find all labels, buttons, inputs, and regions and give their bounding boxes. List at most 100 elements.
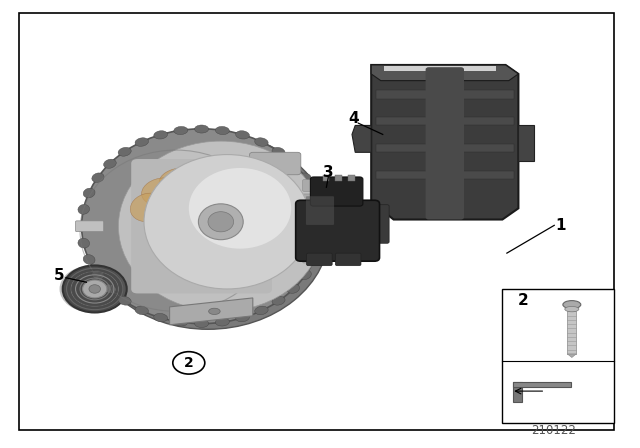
Ellipse shape — [83, 280, 107, 298]
Polygon shape — [371, 65, 518, 81]
FancyBboxPatch shape — [323, 175, 329, 181]
Ellipse shape — [83, 254, 95, 264]
FancyBboxPatch shape — [306, 196, 334, 225]
FancyBboxPatch shape — [426, 67, 464, 220]
Ellipse shape — [204, 168, 244, 194]
Ellipse shape — [154, 314, 168, 322]
Ellipse shape — [287, 159, 300, 168]
Ellipse shape — [255, 138, 268, 146]
Ellipse shape — [144, 155, 310, 289]
FancyBboxPatch shape — [335, 253, 361, 266]
Text: 1: 1 — [556, 218, 566, 233]
Polygon shape — [384, 66, 496, 71]
FancyBboxPatch shape — [303, 180, 321, 191]
Ellipse shape — [216, 126, 229, 134]
Text: 4: 4 — [349, 111, 359, 126]
FancyBboxPatch shape — [335, 175, 342, 181]
Ellipse shape — [76, 221, 88, 231]
Ellipse shape — [159, 168, 200, 194]
Ellipse shape — [208, 211, 234, 232]
Ellipse shape — [236, 314, 250, 322]
FancyBboxPatch shape — [376, 90, 514, 99]
Ellipse shape — [216, 318, 229, 326]
Ellipse shape — [174, 318, 188, 326]
Ellipse shape — [82, 129, 322, 323]
Ellipse shape — [118, 147, 131, 156]
Ellipse shape — [141, 178, 180, 205]
Ellipse shape — [92, 270, 104, 280]
Ellipse shape — [195, 125, 209, 133]
Ellipse shape — [83, 188, 95, 198]
Circle shape — [173, 352, 205, 374]
Ellipse shape — [118, 296, 131, 305]
Ellipse shape — [287, 284, 300, 293]
Text: 5: 5 — [54, 268, 65, 283]
Text: 3: 3 — [323, 165, 333, 180]
FancyBboxPatch shape — [303, 194, 321, 206]
Ellipse shape — [135, 138, 148, 146]
Ellipse shape — [198, 204, 243, 240]
Ellipse shape — [299, 270, 311, 280]
FancyBboxPatch shape — [310, 177, 363, 206]
Text: 210122: 210122 — [531, 424, 576, 438]
Ellipse shape — [272, 147, 285, 156]
Ellipse shape — [195, 319, 209, 327]
Ellipse shape — [63, 265, 127, 313]
Text: 2: 2 — [184, 356, 194, 370]
FancyBboxPatch shape — [568, 311, 577, 354]
Ellipse shape — [565, 306, 579, 312]
FancyBboxPatch shape — [131, 159, 272, 293]
Polygon shape — [513, 382, 522, 402]
Ellipse shape — [131, 193, 166, 222]
Ellipse shape — [255, 306, 268, 314]
Ellipse shape — [89, 285, 100, 293]
Ellipse shape — [174, 126, 188, 134]
FancyBboxPatch shape — [76, 221, 104, 232]
Ellipse shape — [223, 178, 262, 205]
Ellipse shape — [563, 301, 581, 309]
Ellipse shape — [78, 238, 90, 248]
FancyBboxPatch shape — [348, 175, 355, 181]
Ellipse shape — [180, 165, 223, 189]
Polygon shape — [371, 65, 518, 220]
Ellipse shape — [104, 159, 116, 168]
Ellipse shape — [118, 141, 323, 311]
Polygon shape — [568, 354, 577, 358]
Ellipse shape — [272, 296, 285, 305]
Ellipse shape — [316, 221, 327, 231]
Ellipse shape — [236, 131, 250, 139]
FancyBboxPatch shape — [303, 251, 321, 263]
Polygon shape — [352, 125, 371, 152]
Ellipse shape — [237, 193, 273, 222]
FancyBboxPatch shape — [376, 171, 514, 179]
Ellipse shape — [78, 204, 90, 214]
FancyBboxPatch shape — [502, 289, 614, 423]
Ellipse shape — [299, 173, 311, 182]
FancyBboxPatch shape — [250, 152, 301, 175]
Text: 2: 2 — [518, 293, 528, 308]
Polygon shape — [170, 298, 253, 325]
FancyBboxPatch shape — [369, 205, 389, 243]
Polygon shape — [513, 382, 571, 387]
Ellipse shape — [314, 204, 325, 214]
FancyBboxPatch shape — [303, 237, 321, 249]
Ellipse shape — [242, 212, 277, 241]
FancyBboxPatch shape — [376, 144, 514, 152]
Ellipse shape — [308, 254, 320, 264]
Ellipse shape — [135, 306, 148, 314]
Ellipse shape — [86, 132, 330, 329]
FancyBboxPatch shape — [296, 200, 380, 261]
FancyBboxPatch shape — [19, 13, 614, 430]
Ellipse shape — [92, 173, 104, 182]
Ellipse shape — [154, 131, 168, 139]
FancyBboxPatch shape — [376, 117, 514, 125]
FancyBboxPatch shape — [307, 253, 332, 266]
Ellipse shape — [308, 188, 320, 198]
Ellipse shape — [189, 168, 291, 249]
Polygon shape — [518, 125, 534, 161]
Ellipse shape — [314, 238, 325, 248]
Ellipse shape — [60, 265, 124, 313]
FancyBboxPatch shape — [303, 208, 321, 220]
FancyBboxPatch shape — [303, 223, 321, 234]
Ellipse shape — [104, 284, 116, 293]
